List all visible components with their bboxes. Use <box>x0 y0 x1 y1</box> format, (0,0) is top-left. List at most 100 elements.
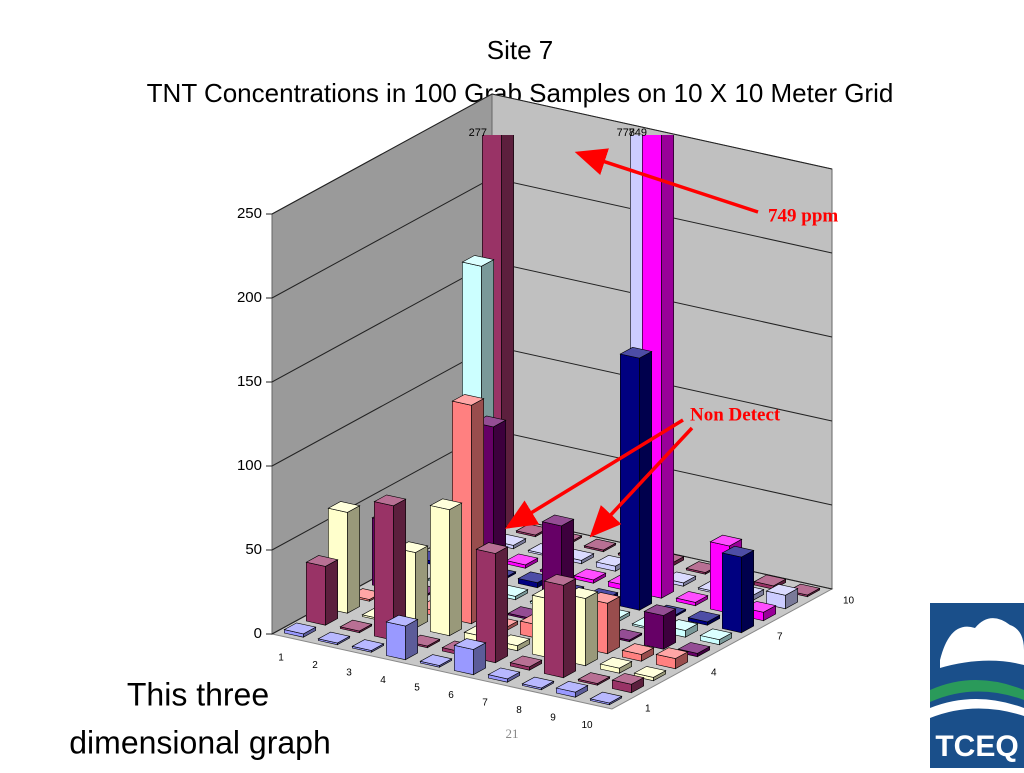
x-tick-label: 9 <box>550 712 556 723</box>
bar-top <box>327 501 361 513</box>
bar <box>283 622 317 638</box>
annotation: 749 ppm <box>768 205 838 226</box>
bar <box>675 591 709 607</box>
bar-side <box>607 596 621 655</box>
annotation-arrow <box>589 426 694 538</box>
depth-tick-label: 7 <box>777 632 783 643</box>
x-tick-label: 1 <box>278 652 284 663</box>
logo: TCEQ <box>930 603 1024 768</box>
bar-front <box>721 552 742 634</box>
bar-side <box>405 618 419 661</box>
bar-top <box>351 639 385 651</box>
bar <box>385 614 419 661</box>
bar <box>699 628 733 646</box>
bar-top <box>677 642 711 654</box>
bar-top <box>583 538 617 551</box>
bar-top <box>453 638 487 650</box>
bar <box>453 638 487 676</box>
x-tick-label: 4 <box>380 675 386 686</box>
bar <box>573 568 607 584</box>
bar <box>521 676 555 691</box>
bar-top <box>283 622 317 635</box>
bar-top <box>611 673 645 685</box>
bar <box>721 545 755 634</box>
y-tick-label: 100 <box>237 457 262 474</box>
bar-top <box>687 610 721 623</box>
bar <box>339 619 373 634</box>
bar <box>505 553 539 569</box>
bar <box>589 691 623 706</box>
bar <box>621 643 655 662</box>
bar-top <box>385 614 419 627</box>
caption: dimensional graph <box>69 724 331 760</box>
bar-side <box>563 578 577 679</box>
bar <box>509 655 543 671</box>
data-label: 277 <box>469 127 487 139</box>
x-tick-label: 10 <box>581 720 593 731</box>
bar-top <box>599 656 633 669</box>
bar <box>317 631 351 646</box>
bar-front <box>385 621 406 661</box>
bar-top <box>589 691 623 704</box>
logo-wave <box>930 699 1024 718</box>
bar <box>555 680 589 698</box>
bar-top <box>753 574 787 587</box>
bar-top <box>765 583 799 596</box>
bar <box>429 498 463 637</box>
y-tick-label: 0 <box>254 625 262 642</box>
depth-tick-label: 1 <box>645 704 651 715</box>
bar-top <box>619 346 653 359</box>
data-label: 749 <box>629 127 647 139</box>
bar-side <box>325 559 339 626</box>
bar-top <box>475 542 509 554</box>
bar <box>475 542 509 664</box>
bar <box>687 610 721 626</box>
bar-top <box>543 574 577 586</box>
bar <box>419 654 453 668</box>
chart-title: Site 7 <box>487 35 554 65</box>
bar <box>753 574 787 590</box>
bar <box>487 667 521 683</box>
bar <box>373 494 407 641</box>
y-tick-label: 200 <box>237 289 262 306</box>
bar-top <box>451 394 485 406</box>
bar-top <box>699 628 733 641</box>
bar-top <box>461 255 495 267</box>
bar-top <box>643 604 677 616</box>
bar <box>305 555 339 626</box>
logo-cloud <box>940 618 1024 668</box>
bar-side <box>661 135 675 599</box>
annotation: Non Detect <box>690 404 781 425</box>
bar <box>643 604 677 650</box>
bar-front <box>429 505 450 637</box>
bar-side <box>347 505 361 614</box>
bar-top <box>429 498 463 511</box>
annotation-arrow <box>505 418 684 529</box>
bar-front <box>453 644 474 676</box>
x-tick-label: 5 <box>414 682 420 693</box>
bar <box>633 666 667 682</box>
bar-top <box>419 654 453 666</box>
x-tick-label: 6 <box>448 690 454 701</box>
grid-line <box>271 93 833 215</box>
bar <box>543 574 577 679</box>
bar-front <box>643 611 664 650</box>
bar-top <box>621 643 655 655</box>
bar-front <box>543 580 564 679</box>
x-tick-label: 7 <box>482 697 488 708</box>
bar-top <box>577 672 611 684</box>
bar-top <box>721 545 755 558</box>
bar <box>655 647 689 670</box>
bar-top <box>675 591 709 603</box>
depth-tick-label: 10 <box>843 596 855 607</box>
bar-side <box>415 545 429 629</box>
bar <box>599 656 633 674</box>
bar <box>351 639 385 653</box>
data-label: 778 <box>617 127 635 139</box>
bar-top <box>487 667 521 680</box>
bar-top <box>633 666 667 678</box>
bar <box>619 346 653 611</box>
